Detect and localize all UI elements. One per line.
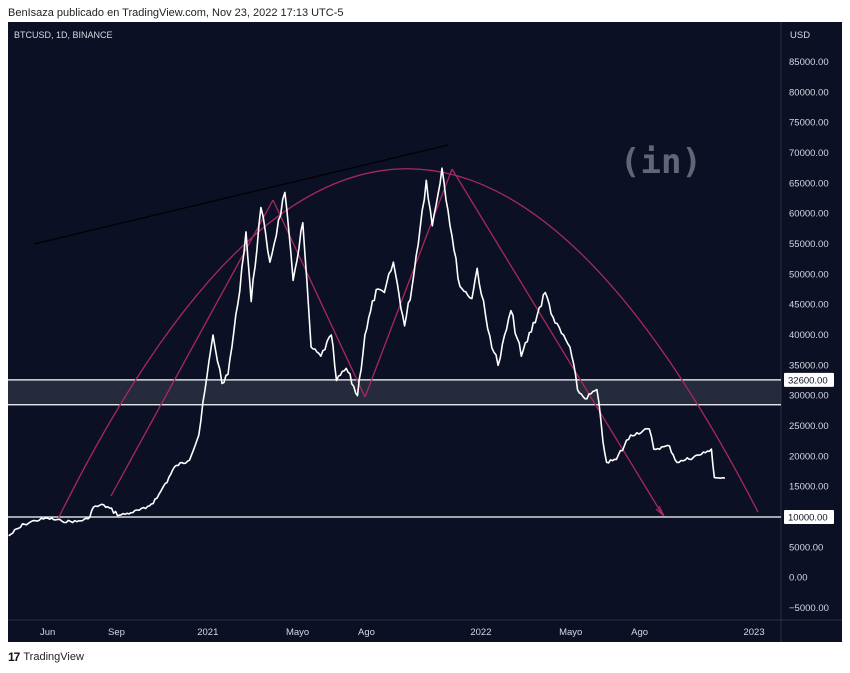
- arrow-head-icon: [655, 505, 665, 517]
- y-tick-label: 70000.00: [789, 148, 829, 159]
- currency-label: USD: [790, 30, 810, 41]
- x-tick-label: Ago: [358, 627, 375, 638]
- x-tick-label: Sep: [108, 627, 125, 638]
- y-tick-label: 5000.00: [789, 542, 823, 553]
- y-tick-label: 85000.00: [789, 57, 829, 68]
- x-tick-label: Mayo: [286, 627, 309, 638]
- price-level-badge: [784, 510, 834, 524]
- y-tick-label: 75000.00: [789, 118, 829, 129]
- y-tick-label: −5000.00: [789, 603, 829, 614]
- y-tick-label: 50000.00: [789, 269, 829, 280]
- price-level-badge-text: 10000.00: [788, 513, 828, 524]
- y-tick-label: 80000.00: [789, 87, 829, 98]
- x-tick-label: 2021: [197, 627, 218, 638]
- publication-caption: BenIsaza publicado en TradingView.com, N…: [8, 7, 344, 19]
- y-tick-label: 15000.00: [789, 482, 829, 493]
- tradingview-brand: TradingView: [23, 651, 84, 663]
- price-level-badge: [784, 372, 834, 387]
- y-tick-label: 40000.00: [789, 330, 829, 341]
- price-chart[interactable]: BTCUSD, 1D, BINANCE USD (in) 85000.00 80000.…: [8, 22, 842, 642]
- zigzag-segment-1: [110, 199, 274, 497]
- y-tick-label: 45000.00: [789, 300, 829, 311]
- x-tick-label: Ago: [631, 627, 648, 638]
- y-tick-label: 30000.00: [789, 391, 829, 402]
- watermark-text: (in): [620, 142, 702, 182]
- y-tick-label: 25000.00: [789, 421, 829, 432]
- y-tick-label: 65000.00: [789, 178, 829, 189]
- chart-panel[interactable]: BTCUSD, 1D, BINANCE USD (in) 85000.00 80000.…: [8, 22, 842, 642]
- symbol-label: BTCUSD, 1D, BINANCE: [14, 30, 113, 40]
- x-tick-label: Mayo: [559, 627, 582, 638]
- x-tick-label: 2023: [743, 627, 764, 638]
- btc-price-line: [8, 167, 726, 537]
- support-band: [8, 379, 781, 405]
- watermark-logo-icon: (in): [620, 142, 702, 182]
- footer: 17 TradingView: [8, 650, 84, 664]
- zigzag-segment-4: [451, 168, 663, 515]
- price-level-badge-text: 32600.00: [788, 375, 828, 386]
- y-tick-label: 20000.00: [789, 451, 829, 462]
- y-tick-label: 35000.00: [789, 360, 829, 371]
- zigzag-segment-3: [364, 168, 453, 398]
- zigzag-segment-2: [272, 199, 366, 398]
- tradingview-logo-icon: 17: [8, 650, 20, 664]
- y-tick-label: 55000.00: [789, 239, 829, 250]
- y-tick-label: 60000.00: [789, 209, 829, 220]
- y-tick-label: 0.00: [789, 573, 808, 584]
- x-tick-label: Jun: [40, 627, 55, 638]
- black-trendline: [33, 144, 449, 245]
- x-tick-label: 2022: [470, 627, 491, 638]
- arc-trendline: [57, 168, 759, 520]
